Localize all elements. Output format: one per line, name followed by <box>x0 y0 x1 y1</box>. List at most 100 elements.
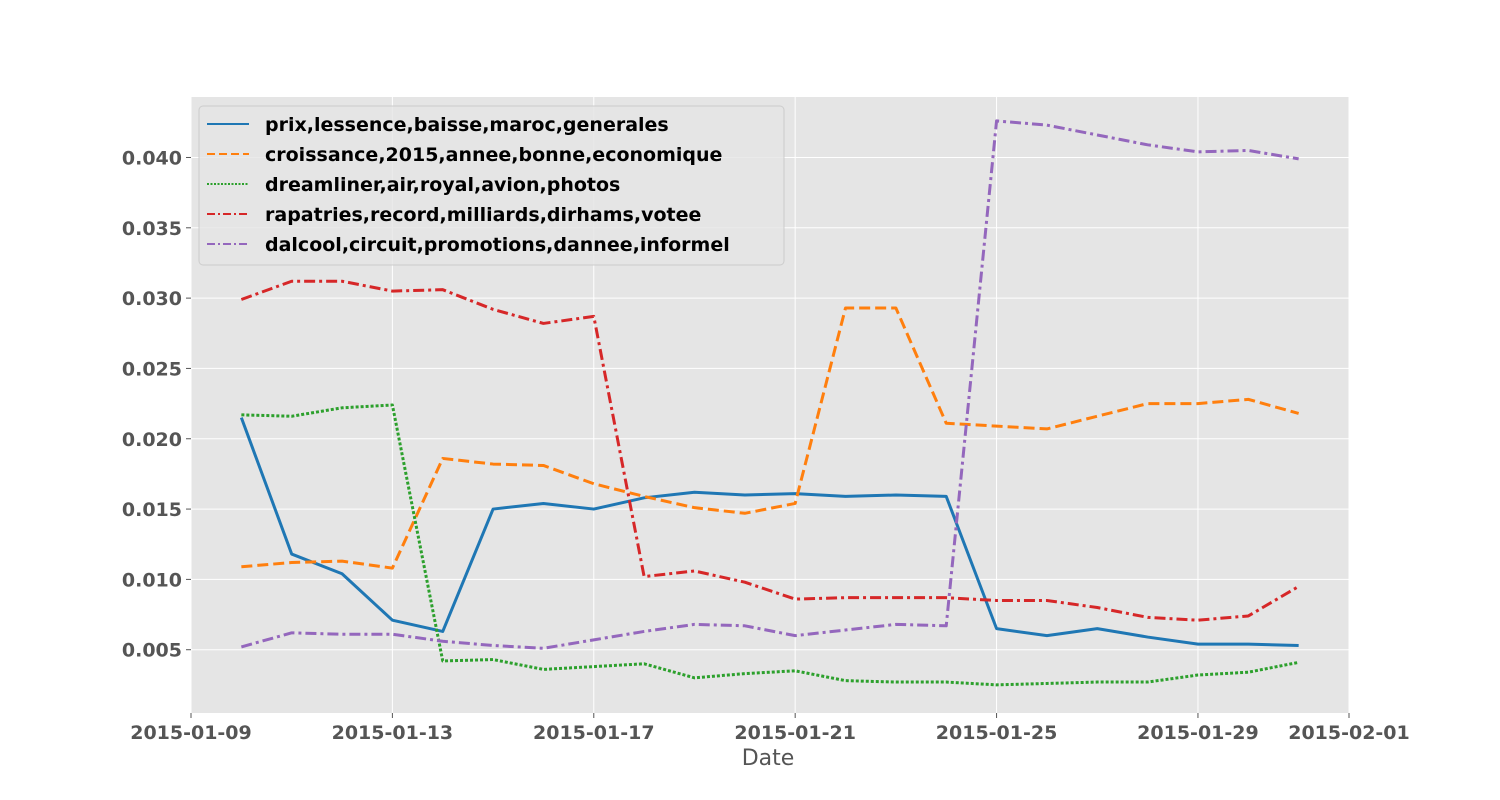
data-point <box>995 683 998 686</box>
data-point <box>794 502 797 505</box>
data-point <box>743 512 746 515</box>
data-point <box>341 560 344 563</box>
data-point <box>945 495 948 498</box>
data-point <box>844 679 847 682</box>
data-point <box>1096 415 1099 418</box>
data-point <box>693 506 696 509</box>
data-point <box>542 668 545 671</box>
data-point <box>592 665 595 668</box>
data-point <box>945 422 948 425</box>
y-tick-label: 0.040 <box>122 147 182 169</box>
series-3 <box>240 403 1300 687</box>
series-lines <box>239 119 1300 687</box>
series-line <box>240 119 1299 650</box>
data-point <box>1247 149 1250 152</box>
x-tick-label: 2015-01-17 <box>533 722 655 744</box>
legend-item: prix,lessence,baisse,maroc,generales <box>207 114 669 136</box>
data-point <box>441 288 444 291</box>
data-point <box>1297 644 1300 647</box>
data-point <box>894 494 897 497</box>
data-point <box>542 322 545 325</box>
data-point <box>995 119 998 122</box>
data-point <box>240 645 243 648</box>
legend-label: rapatries,record,milliards,dirhams,votee <box>265 204 701 226</box>
x-tick-label: 2015-01-09 <box>130 722 252 744</box>
y-tick-label: 0.025 <box>122 358 182 380</box>
series-5 <box>240 119 1300 650</box>
legend-item: dreamliner,air,royal,avion,photos <box>207 174 620 196</box>
data-point <box>1045 124 1048 127</box>
data-point <box>492 463 495 466</box>
data-point <box>1096 133 1099 136</box>
data-point <box>894 596 897 599</box>
data-point <box>743 581 746 584</box>
data-point <box>1096 627 1099 630</box>
series-line <box>241 403 1299 687</box>
data-point <box>592 482 595 485</box>
data-point <box>1096 606 1099 609</box>
data-point <box>1247 671 1250 674</box>
data-point <box>290 415 293 418</box>
data-point <box>542 647 545 650</box>
data-point <box>240 298 243 301</box>
data-point <box>341 572 344 575</box>
data-point <box>391 619 394 622</box>
legend-item: rapatries,record,milliards,dirhams,votee <box>207 204 701 226</box>
data-point <box>290 631 293 634</box>
y-tick-label: 0.015 <box>122 499 182 521</box>
data-point <box>894 623 897 626</box>
legend-label: dreamliner,air,royal,avion,photos <box>265 174 620 196</box>
data-point <box>542 464 545 467</box>
data-point <box>693 676 696 679</box>
data-point <box>492 658 495 661</box>
data-point <box>492 308 495 311</box>
x-axis-label: Date <box>742 746 795 771</box>
data-point <box>1297 661 1300 664</box>
data-point <box>391 290 394 293</box>
x-tick-label: 2015-01-29 <box>1137 722 1259 744</box>
data-point <box>844 306 847 309</box>
data-point <box>945 624 948 627</box>
data-point <box>1045 634 1048 637</box>
data-point <box>1297 157 1300 160</box>
data-point <box>290 561 293 564</box>
data-point <box>1196 402 1199 405</box>
data-point <box>693 569 696 572</box>
data-point <box>391 404 394 407</box>
x-tick-label: 2015-01-13 <box>332 722 454 744</box>
data-point <box>290 280 293 283</box>
x-tick-label: 2015-01-21 <box>734 722 856 744</box>
data-point <box>441 659 444 662</box>
data-point <box>844 596 847 599</box>
y-tick-label: 0.020 <box>122 429 182 451</box>
data-point <box>1247 398 1250 401</box>
data-point <box>391 567 394 570</box>
data-point <box>844 495 847 498</box>
data-point <box>1096 681 1099 684</box>
legend-label: croissance,2015,annee,bonne,economique <box>265 144 722 166</box>
data-point <box>995 599 998 602</box>
data-point <box>1196 643 1199 646</box>
data-point <box>1146 636 1149 639</box>
legend-item: croissance,2015,annee,bonne,economique <box>207 144 722 166</box>
data-point <box>894 306 897 309</box>
series-2 <box>241 306 1300 570</box>
x-tick-label: 2015-02-01 <box>1288 722 1410 744</box>
legend-label: dalcool,circuit,promotions,dannee,inform… <box>265 234 730 256</box>
data-point <box>391 633 394 636</box>
data-point <box>794 669 797 672</box>
legend: prix,lessence,baisse,maroc,generales croi… <box>198 105 785 266</box>
data-point <box>995 425 998 428</box>
legend-item: dalcool,circuit,promotions,dannee,inform… <box>207 234 730 256</box>
data-point <box>341 633 344 636</box>
data-point <box>643 495 646 498</box>
data-point <box>743 672 746 675</box>
data-point <box>945 681 948 684</box>
data-point <box>693 623 696 626</box>
data-point <box>1146 402 1149 405</box>
data-point <box>240 413 243 416</box>
data-point <box>592 315 595 318</box>
data-point <box>290 553 293 556</box>
data-point <box>441 630 444 633</box>
